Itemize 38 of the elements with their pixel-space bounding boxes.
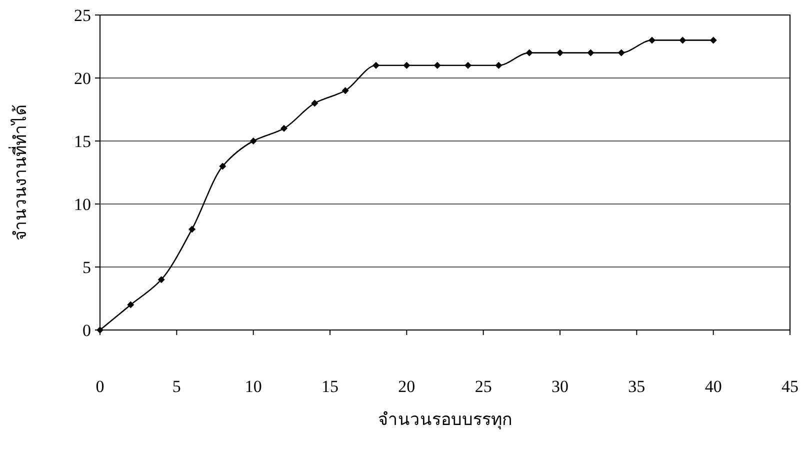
x-tick-label: 5 <box>172 377 181 396</box>
x-tick-label: 10 <box>244 377 262 396</box>
x-tick-label: 25 <box>474 377 492 396</box>
x-tick-label: 30 <box>552 377 568 396</box>
point <box>495 62 502 69</box>
point <box>342 87 349 94</box>
y-tick-label: 25 <box>74 6 91 25</box>
point <box>618 49 625 56</box>
y-tick-label: 0 <box>82 321 91 340</box>
point <box>587 49 594 56</box>
y-tick-label: 10 <box>74 195 91 214</box>
y-tick-label: 20 <box>74 69 91 88</box>
point <box>710 36 717 44</box>
point <box>464 62 472 69</box>
x-tick-label: 20 <box>398 377 416 396</box>
point <box>219 162 226 170</box>
x-tick-label: 45 <box>782 377 798 396</box>
point <box>648 36 656 44</box>
y-axis-title: จำนวนงานที่ทำได้ <box>8 104 30 240</box>
point <box>250 138 257 144</box>
x-tick-label: 35 <box>628 377 646 396</box>
point <box>403 62 410 69</box>
point <box>679 36 686 44</box>
x-axis-title: จำนวนรอบบรรทุก <box>378 410 512 430</box>
x-tick-label: 40 <box>704 377 722 396</box>
point <box>372 62 380 69</box>
point <box>526 49 533 56</box>
x-tick-label: 0 <box>96 377 104 396</box>
point <box>556 49 564 56</box>
point <box>158 276 165 284</box>
point <box>280 124 288 132</box>
x-tick-label: 15 <box>322 377 338 396</box>
point <box>127 301 134 308</box>
point <box>188 226 196 233</box>
y-tick-label: 5 <box>82 258 91 277</box>
y-tick-label: 15 <box>74 132 91 151</box>
point <box>434 62 441 69</box>
point <box>311 100 318 107</box>
